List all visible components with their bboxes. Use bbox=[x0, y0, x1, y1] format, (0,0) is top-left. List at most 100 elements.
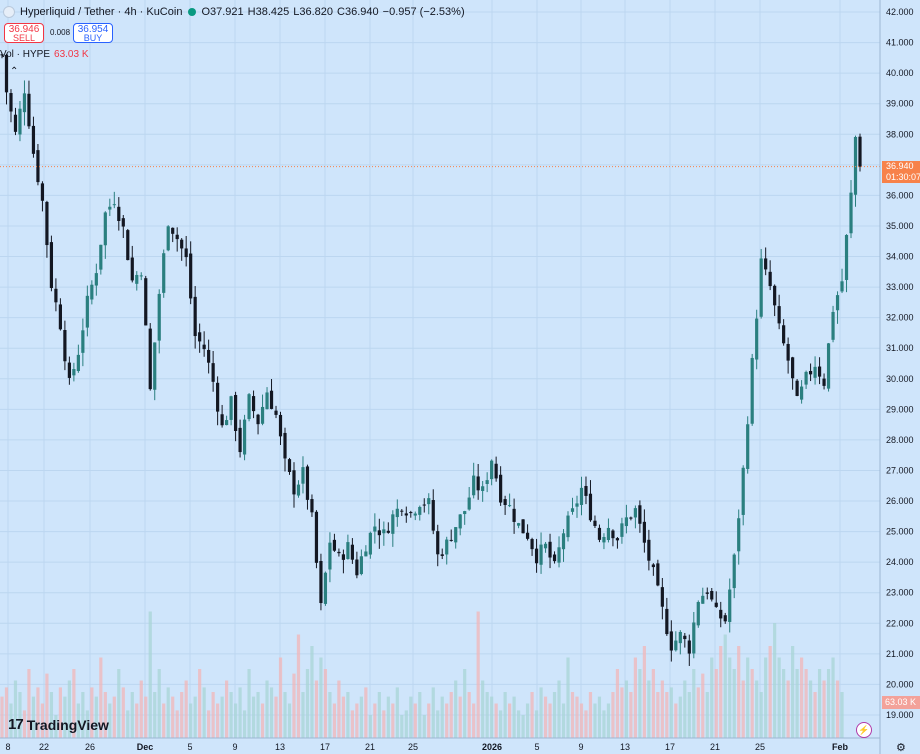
buy-button[interactable]: 36.954 BUY bbox=[73, 23, 113, 43]
volume-bar bbox=[476, 611, 480, 738]
volume-bar bbox=[386, 696, 390, 738]
candle-body bbox=[593, 520, 597, 526]
volume-legend[interactable]: Vol · HYPE 63.03 K bbox=[0, 49, 89, 60]
candle-body bbox=[647, 539, 651, 561]
candle-body bbox=[184, 248, 188, 258]
volume-axis-label: 63.03 K bbox=[882, 696, 920, 709]
volume-bar bbox=[741, 680, 745, 738]
volume-bar bbox=[296, 634, 301, 738]
volume-bar bbox=[81, 692, 85, 738]
volume-bar bbox=[162, 703, 166, 738]
y-tick-label: 41.000 bbox=[886, 38, 914, 48]
volume-bar bbox=[705, 692, 709, 738]
volume-bar bbox=[247, 669, 251, 738]
volume-bar bbox=[651, 669, 655, 738]
collapse-legend-icon[interactable]: ⌃ bbox=[10, 66, 19, 77]
candle-body bbox=[638, 505, 642, 524]
x-tick-label: 21 bbox=[365, 742, 375, 752]
alert-bolt-icon[interactable]: ⚡ bbox=[856, 722, 872, 738]
candle-body bbox=[485, 480, 489, 484]
volume-bar bbox=[148, 611, 152, 738]
volume-bar bbox=[310, 646, 314, 738]
x-tick-label: 9 bbox=[578, 742, 583, 752]
volume-bar bbox=[413, 703, 417, 738]
volume-bar bbox=[400, 715, 404, 738]
candle-body bbox=[247, 394, 251, 420]
candle-body bbox=[117, 206, 121, 221]
volume-bar bbox=[521, 715, 525, 738]
ohlc-value: 38.425 bbox=[255, 6, 290, 18]
volume-bar bbox=[121, 687, 125, 738]
volume-bar bbox=[822, 680, 826, 738]
y-axis[interactable]: 19.000 20.000 21.000 22.000 23.000 24.000 25.0… bbox=[879, 0, 914, 754]
volume-bar bbox=[835, 680, 840, 738]
volume-bar bbox=[786, 680, 790, 738]
candle-body bbox=[791, 357, 795, 379]
candle-body bbox=[696, 602, 700, 626]
volume-bar bbox=[45, 673, 49, 738]
volume-bar bbox=[265, 680, 269, 738]
candle-body bbox=[269, 390, 274, 409]
volume-bar bbox=[445, 703, 449, 738]
tradingview-logo[interactable]: 17 TradingView bbox=[8, 716, 109, 733]
volume-bar bbox=[782, 669, 786, 738]
volume-bar bbox=[534, 710, 539, 738]
volume-bar bbox=[418, 692, 422, 738]
volume-bar bbox=[108, 703, 112, 738]
candle-body bbox=[148, 328, 152, 390]
volume-bar bbox=[126, 710, 130, 738]
candle-body bbox=[741, 467, 745, 515]
candle-body bbox=[274, 410, 278, 415]
candle-body bbox=[674, 640, 678, 651]
x-tick-label: 17 bbox=[320, 742, 330, 752]
candle-body bbox=[126, 230, 130, 261]
candle-body bbox=[346, 542, 350, 559]
volume-bar bbox=[557, 680, 561, 738]
candle-body bbox=[409, 512, 413, 514]
volume-bar bbox=[94, 696, 98, 738]
x-tick-label: Feb bbox=[832, 742, 849, 752]
candle-body bbox=[512, 508, 516, 522]
candle-body bbox=[18, 108, 22, 135]
y-tick-label: 38.000 bbox=[886, 129, 914, 139]
x-axis[interactable]: 8 22 26 Dec 5 9 13 17 21 25 2026 5 9 13 17 21 25 Feb bbox=[0, 737, 880, 752]
sell-button[interactable]: 36.946 SELL bbox=[4, 23, 44, 43]
candle-body bbox=[683, 635, 687, 640]
candle-body bbox=[570, 508, 575, 512]
volume-bar bbox=[130, 692, 134, 738]
volume-bar bbox=[755, 680, 759, 738]
volume-bar bbox=[642, 646, 646, 738]
candle-body bbox=[256, 414, 260, 425]
volume-bar bbox=[638, 669, 642, 738]
volume-bar bbox=[764, 657, 768, 738]
volume-bar bbox=[512, 696, 516, 738]
symbol-title[interactable]: Hyperliquid / Tether · 4h · KuCoin bbox=[20, 6, 183, 18]
volume-bar bbox=[746, 657, 750, 738]
candle-body bbox=[350, 544, 354, 560]
settings-gear-icon[interactable]: ⚙ bbox=[896, 742, 906, 754]
y-tick-label: 28.000 bbox=[886, 435, 914, 445]
candle-body bbox=[449, 539, 453, 541]
volume-bar bbox=[777, 657, 781, 738]
x-tick-label: 5 bbox=[187, 742, 192, 752]
ohlc-key: C bbox=[337, 6, 345, 18]
candle-body bbox=[521, 519, 525, 534]
y-tick-label: 23.000 bbox=[886, 588, 914, 598]
x-tick-label: 13 bbox=[275, 742, 285, 752]
candle-body bbox=[355, 559, 359, 576]
candle-body bbox=[220, 414, 224, 426]
candle-body bbox=[225, 420, 229, 426]
volume-bar bbox=[305, 669, 310, 738]
candle-body bbox=[472, 475, 476, 496]
x-tick-label: 8 bbox=[5, 742, 10, 752]
candle-body bbox=[395, 508, 399, 518]
candle-body bbox=[260, 406, 265, 424]
candle-body bbox=[216, 382, 220, 412]
volume-bar bbox=[683, 680, 687, 738]
candle-body bbox=[153, 342, 157, 390]
volume-bar bbox=[63, 696, 67, 738]
candle-body bbox=[606, 527, 611, 541]
y-tick-label: 36.000 bbox=[886, 190, 914, 200]
volume-bar bbox=[800, 657, 804, 738]
